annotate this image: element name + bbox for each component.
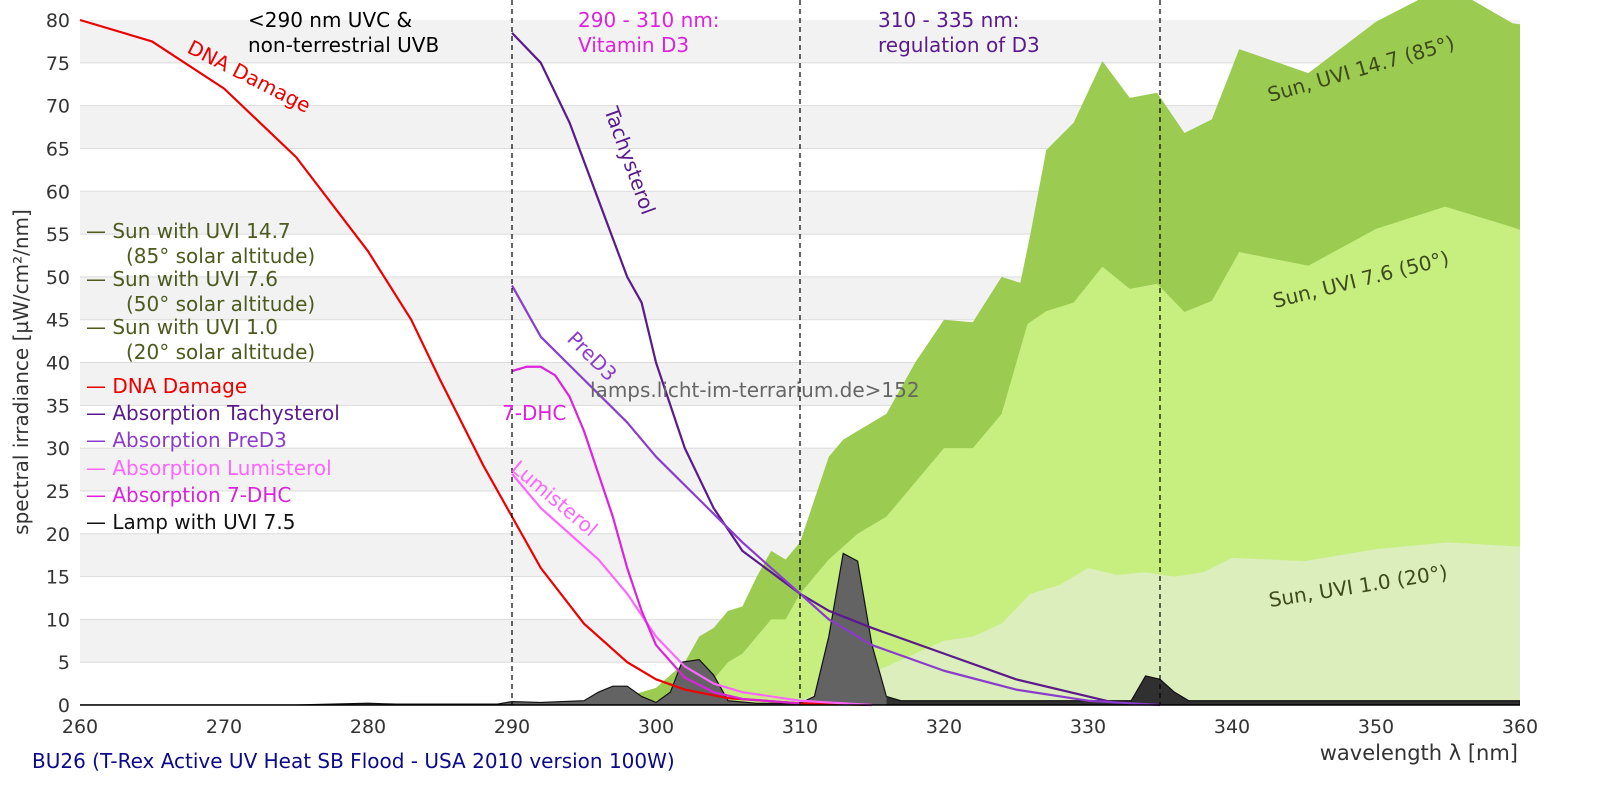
y-tick-label: 10 — [46, 609, 70, 631]
legend-sun-1-0: — Sun with UVI 1.0 — [86, 315, 278, 339]
x-tick-label: 330 — [1070, 716, 1106, 738]
watermark: lamps.licht-im-terrarium.de>152 — [590, 378, 920, 402]
y-tick-label: 80 — [46, 10, 70, 32]
legend-7dhc: — Absorption 7-DHC — [86, 483, 291, 507]
x-tick-label: 300 — [638, 716, 674, 738]
chart-title: BU26 (T-Rex Active UV Heat SB Flood - US… — [32, 749, 675, 773]
legend-sun-7-6-sub: (50° solar altitude) — [126, 292, 315, 316]
y-tick-label: 55 — [46, 224, 70, 246]
legend-sun-14-7: — Sun with UVI 14.7 — [86, 219, 291, 243]
y-tick-label: 30 — [46, 438, 70, 460]
legend-sun-14-7-sub: (85° solar altitude) — [126, 244, 315, 268]
lamp-area-dark — [886, 675, 1520, 705]
legend-sun-7-6: — Sun with UVI 7.6 — [86, 267, 278, 291]
y-tick-label: 40 — [46, 353, 70, 375]
x-tick-label: 360 — [1502, 716, 1538, 738]
y-tick-label: 70 — [46, 96, 70, 118]
y-tick-label: 20 — [46, 524, 70, 546]
x-tick-label: 270 — [206, 716, 242, 738]
sun-area-2 — [771, 542, 1520, 705]
legend-lamp: — Lamp with UVI 7.5 — [86, 510, 295, 534]
axes: 0 5 10 15 20 25 30 35 40 45 50 55 60 65 70 75 80 260 270 28… — [46, 10, 1538, 738]
legend: — Sun with UVI 14.7 (85° solar altitude)… — [86, 219, 340, 534]
y-tick-label: 5 — [58, 652, 70, 674]
annotation-vitd-1: 290 - 310 nm: — [578, 8, 720, 32]
y-tick-label: 75 — [46, 53, 70, 75]
x-axis-label: wavelength λ [nm] — [1320, 741, 1518, 765]
annotation-reg-2: regulation of D3 — [878, 33, 1040, 57]
series-line-absorption-lumisterol — [511, 473, 873, 707]
x-tick-label: 280 — [350, 716, 386, 738]
legend-tachysterol: — Absorption Tachysterol — [86, 401, 340, 425]
vline-layer — [511, 0, 1161, 705]
x-tick-label: 290 — [494, 716, 530, 738]
y-tick-label: 50 — [46, 267, 70, 289]
annotation-uvc-2: non-terrestrial UVB — [248, 33, 439, 57]
label-7dhc: 7-DHC — [502, 401, 566, 425]
legend-lumisterol: — Absorption Lumisterol — [86, 456, 332, 480]
y-tick-label: 15 — [46, 567, 70, 589]
area-layer — [80, 0, 1520, 705]
legend-dna-damage: — DNA Damage — [86, 374, 247, 398]
y-tick-label: 35 — [46, 395, 70, 417]
annotation-uvc-1: <290 nm UVC & — [248, 8, 412, 32]
series-line-absorption-7-dhc — [511, 365, 801, 705]
annotation-vitd-2: Vitamin D3 — [578, 33, 689, 57]
x-tick-label: 320 — [926, 716, 962, 738]
y-tick-label: 60 — [46, 181, 70, 203]
x-tick-label: 340 — [1214, 716, 1250, 738]
x-tick-label: 350 — [1358, 716, 1394, 738]
y-tick-label: 25 — [46, 481, 70, 503]
y-tick-label: 65 — [46, 138, 70, 160]
legend-sun-1-0-sub: (20° solar altitude) — [126, 340, 315, 364]
annotation-reg-1: 310 - 335 nm: — [878, 8, 1020, 32]
y-axis-label: spectral irradiance [µW/cm²/nm] — [9, 209, 33, 535]
x-tick-label: 260 — [62, 716, 98, 738]
x-tick-label: 310 — [782, 716, 818, 738]
y-tick-label: 0 — [58, 695, 70, 717]
y-tick-label: 45 — [46, 310, 70, 332]
series-line-absorption-pred3 — [511, 284, 1161, 707]
legend-pred3: — Absorption PreD3 — [86, 428, 287, 452]
